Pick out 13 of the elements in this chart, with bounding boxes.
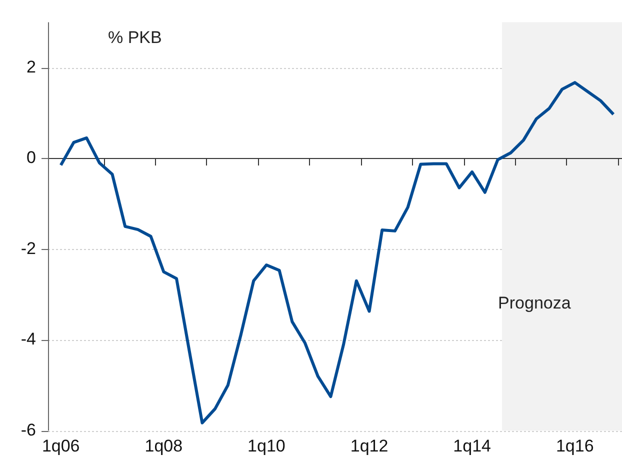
y-tick-label: 2 (26, 57, 36, 76)
x-tick-label: 1q14 (453, 436, 491, 456)
x-tick-label: 1q12 (350, 436, 388, 456)
y-tick-label: -6 (20, 420, 36, 440)
y-tick-label: -2 (20, 238, 36, 258)
x-tick-label: 1q08 (144, 436, 183, 456)
x-tick-label: 1q06 (42, 436, 80, 456)
band-label: Prognoza (498, 294, 572, 313)
x-tick-label: 1q16 (556, 436, 594, 456)
x-tick-label: 1q10 (248, 436, 286, 456)
y-tick-label: -4 (20, 330, 36, 349)
annotation: % PKB (108, 28, 162, 48)
y-tick-label: 0 (26, 148, 36, 168)
